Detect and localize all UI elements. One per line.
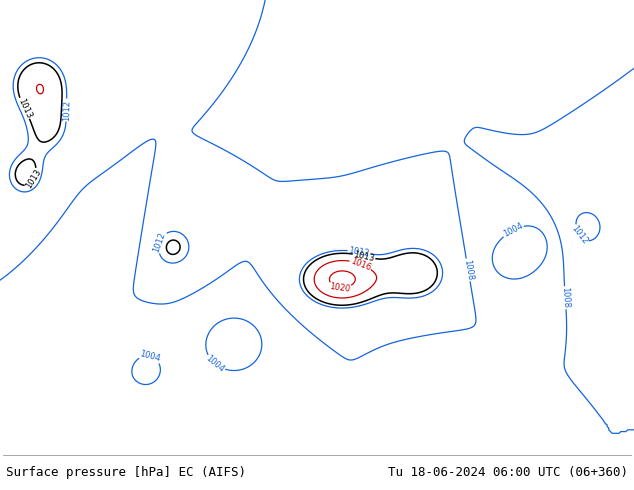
Text: 1004: 1004 <box>139 349 162 364</box>
Text: 1004: 1004 <box>501 221 524 239</box>
Text: Surface pressure [hPa] EC (AIFS): Surface pressure [hPa] EC (AIFS) <box>6 466 247 479</box>
Text: 1016: 1016 <box>349 256 372 272</box>
Text: Tu 18-06-2024 06:00 UTC (06+360): Tu 18-06-2024 06:00 UTC (06+360) <box>387 466 628 479</box>
Text: 1012: 1012 <box>152 231 167 253</box>
Text: 1004: 1004 <box>204 354 226 374</box>
Text: 1020: 1020 <box>329 282 351 294</box>
Text: 1008: 1008 <box>462 259 474 281</box>
Text: 1013: 1013 <box>24 168 43 191</box>
Text: 1008: 1008 <box>560 287 571 309</box>
Text: 1012: 1012 <box>348 246 370 258</box>
Text: 1013: 1013 <box>16 97 33 120</box>
Text: 1013: 1013 <box>353 249 375 263</box>
Text: 1012: 1012 <box>569 224 589 246</box>
Text: 1012: 1012 <box>61 99 71 121</box>
